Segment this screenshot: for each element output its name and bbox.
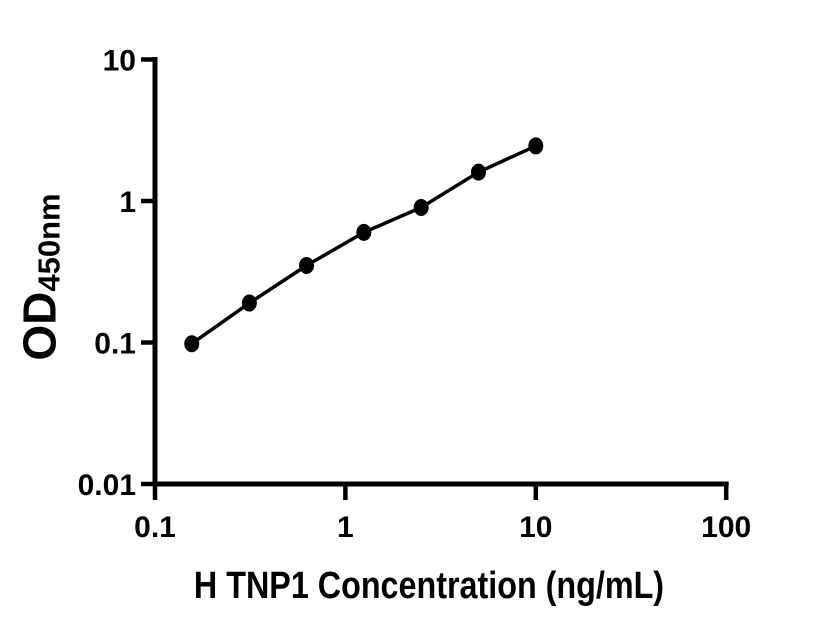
y-axis-title-subscript: 450nm [31,193,67,292]
data-point-marker [299,257,315,275]
y-axis-title-main: OD [13,291,66,361]
data-point-marker [528,137,544,155]
data-point-marker [413,198,429,216]
data-point-marker [470,163,486,181]
data-point-marker [184,335,200,353]
y-tick-label: 0.01 [78,469,136,502]
y-tick-label: 0.1 [94,328,136,361]
data-point-marker [356,223,372,241]
x-tick-label: 10 [519,511,552,544]
x-tick-label: 1 [337,511,354,544]
y-tick-label: 1 [119,186,136,219]
x-tick-label: 0.1 [134,511,176,544]
x-axis-title: H TNP1 Concentration (ng/mL) [193,565,665,607]
x-tick-label: 100 [701,511,751,544]
y-tick-label: 10 [103,45,136,78]
data-point-marker [241,294,257,312]
y-axis-title: OD450nm [12,193,67,360]
